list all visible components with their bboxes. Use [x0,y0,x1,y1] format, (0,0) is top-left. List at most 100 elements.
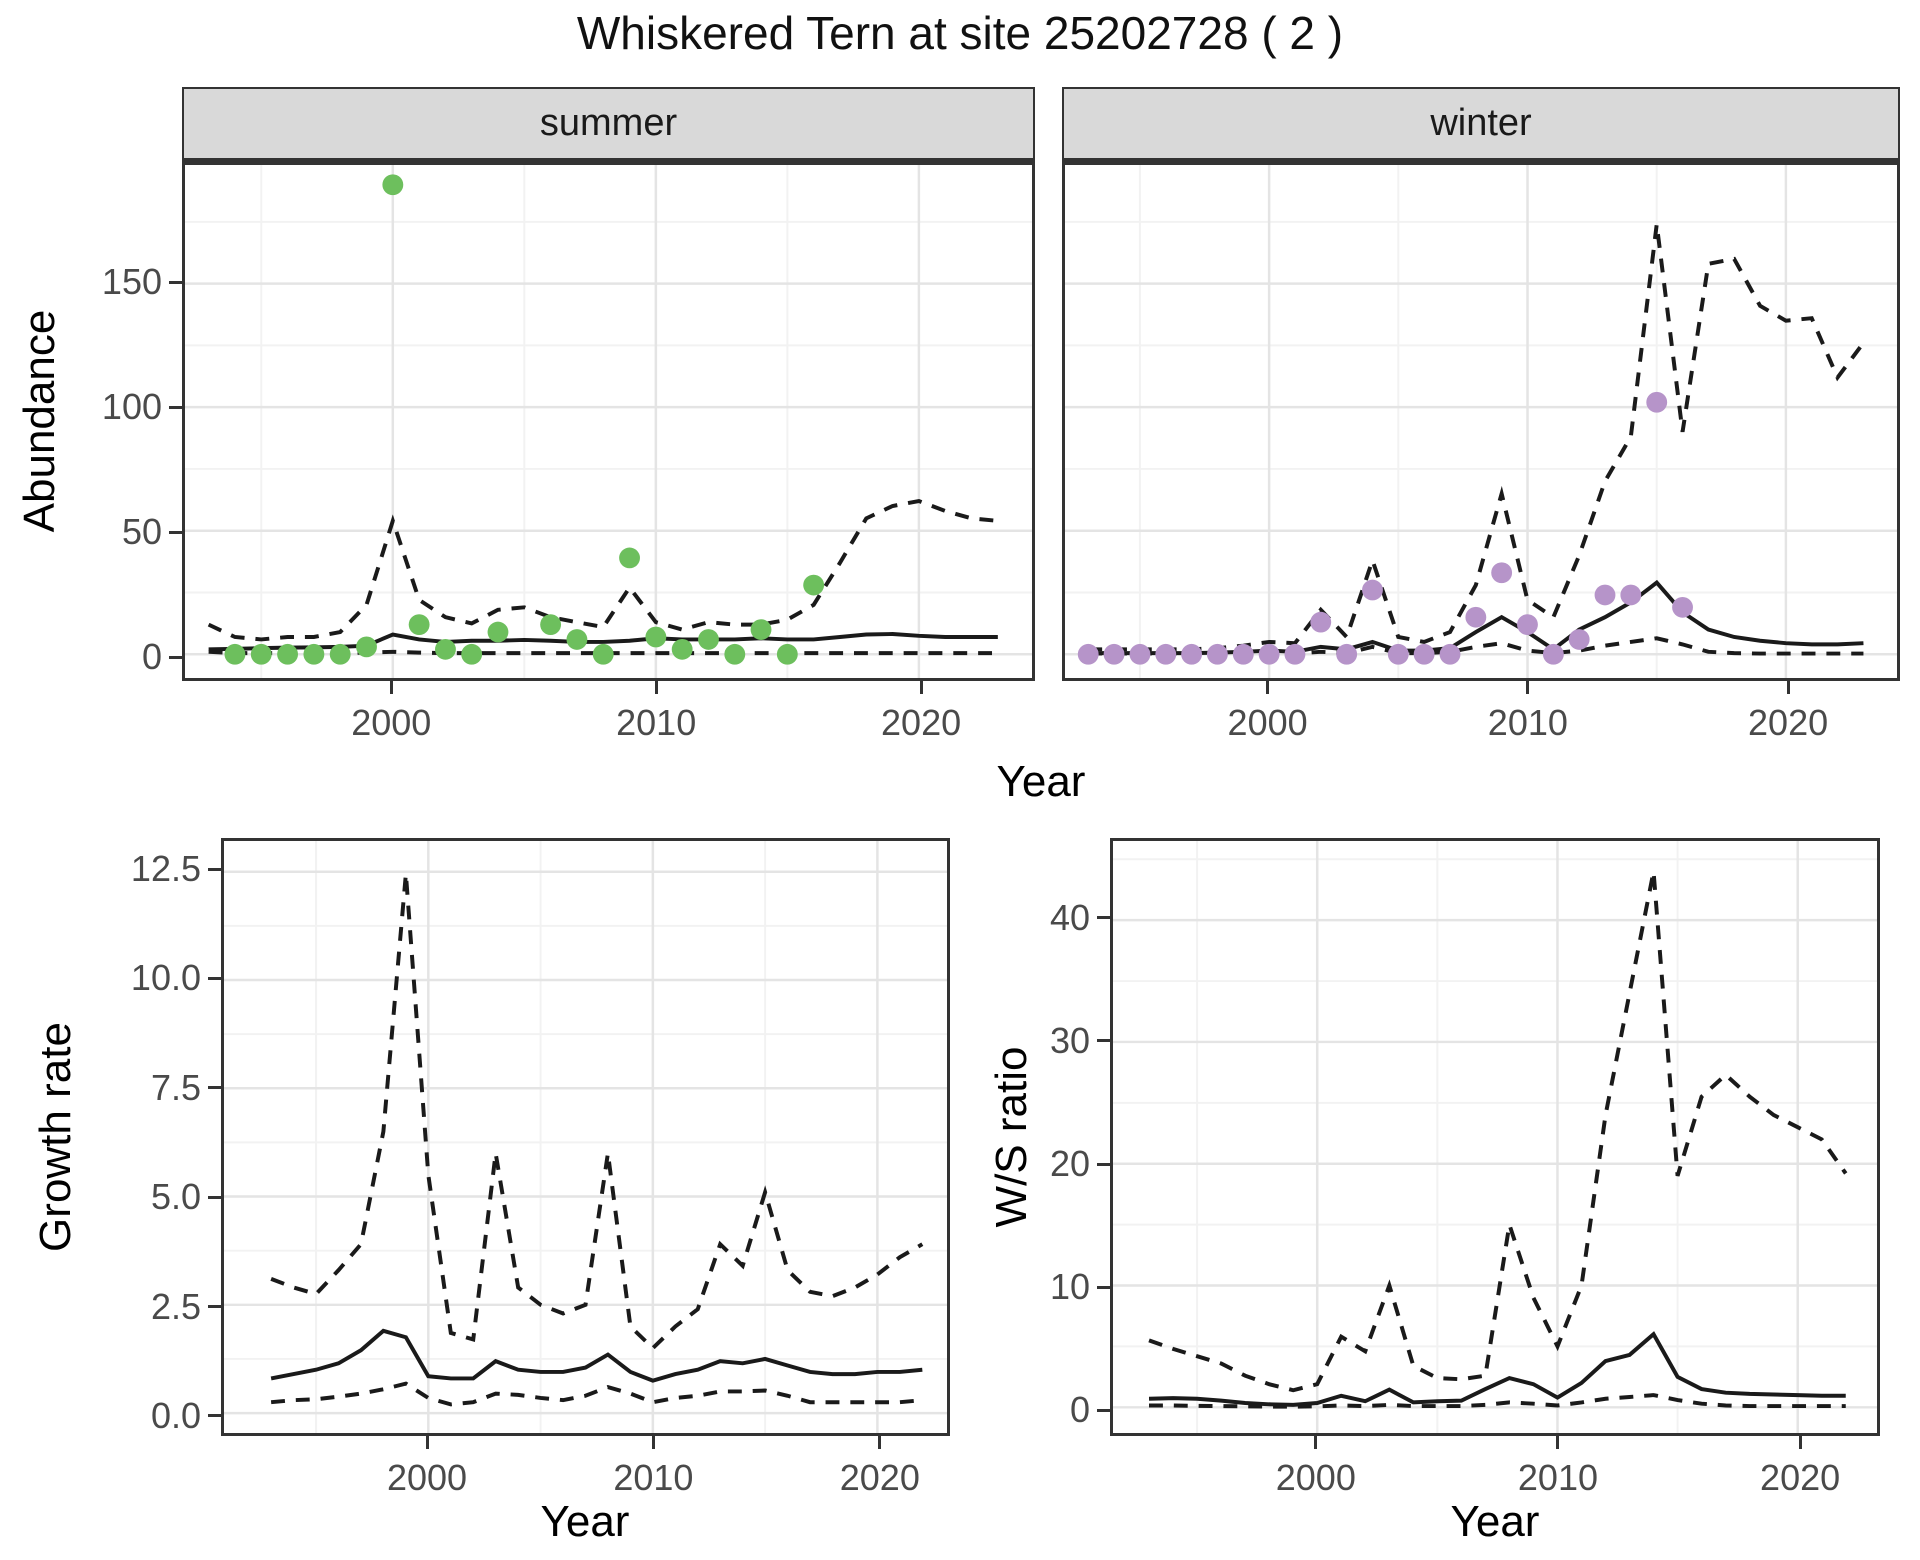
y-tick-label: 20 [1049,1143,1090,1184]
x-tick-label: 2000 [1275,1457,1356,1498]
x-tick-mark [425,1436,429,1449]
observation-point [1517,614,1538,636]
ci-dashed-line [1088,224,1866,652]
plot-canvas [185,165,1032,678]
observation-point [1155,643,1177,665]
y-tick-label: 10 [1049,1266,1090,1308]
y-tick-mark [208,1414,221,1418]
growth-rate-plot [221,838,950,1436]
observation-point [382,174,404,196]
observation-point [1206,643,1228,665]
x-tick-label: 2020 [839,1457,920,1498]
y-tick-label: 100 [101,386,162,427]
plot-canvas [1113,841,1877,1433]
abundance-axis-title: Abundance [15,309,64,533]
y-tick-mark [169,655,182,659]
ci-dashed-line [270,1381,923,1407]
x-tick-label: 2010 [613,1457,694,1498]
observation-point [1232,643,1254,665]
x-tick-label: 2020 [881,702,962,743]
x-tick-label: 2020 [1760,1457,1841,1498]
observation-point [1465,606,1487,628]
observation-point [1129,643,1151,665]
y-tick-mark [1097,916,1110,920]
y-tick-label: 0.0 [150,1394,201,1436]
observation-point [1362,579,1383,601]
mean-line [1148,1331,1846,1407]
x-tick-label: 2010 [616,702,697,743]
observation-point [1103,643,1125,665]
ci-dashed-line [270,873,924,1351]
chart-title: Whiskered Tern at site 25202728 ( 2 ) [576,7,1344,59]
observation-point [1387,643,1409,665]
ci-dashed-line [1148,871,1848,1393]
y-tick-mark [208,1305,221,1308]
y-tick-label: 40 [1049,896,1090,938]
observation-point [1336,643,1358,665]
x-tick-mark [1556,1436,1560,1449]
y-tick-label: 12.5 [130,848,201,890]
observation-point [461,643,483,665]
year-axis-title-ws: Year [1450,1497,1540,1546]
facet-strip-winter: winter [1062,87,1900,162]
observation-point [592,643,614,665]
observation-point [1568,629,1590,650]
observation-point [1258,643,1280,665]
observation-point [487,621,509,643]
observation-point [1077,643,1099,665]
facet-strip-summer-label: summer [539,102,678,144]
observation-point [1310,611,1332,633]
y-tick-label: 10.0 [130,957,201,999]
x-tick-label: 2010 [1517,1457,1598,1498]
x-tick-mark [1266,681,1270,694]
y-tick-mark [208,976,221,980]
observation-point [645,626,667,648]
y-tick-mark [169,405,182,409]
y-tick-mark [1097,1162,1110,1166]
summer-abundance-plot [182,162,1035,681]
x-tick-mark [878,1436,882,1449]
ci-dashed-line [1149,1393,1846,1409]
ws-ratio-axis-title: W/S ratio [987,1046,1036,1228]
observation-point [356,636,377,658]
observation-point [250,643,272,665]
year-axis-title-growth: Year [540,1497,630,1546]
x-tick-mark [1786,681,1790,694]
observation-point [1439,643,1461,665]
x-tick-mark [654,681,658,694]
y-tick-mark [208,867,221,871]
facet-strip-winter-label: winter [1430,102,1532,144]
facet-strip-summer: summer [182,87,1035,162]
growth-rate-axis-title: Growth rate [31,1022,80,1252]
y-tick-mark [208,1195,221,1199]
y-tick-label: 50 [121,511,162,552]
observation-point [698,629,719,650]
x-tick-mark [1526,681,1530,694]
y-tick-label: 30 [1049,1019,1090,1061]
y-tick-label: 0 [141,636,162,677]
y-tick-mark [169,530,182,534]
observation-point [435,638,456,660]
observation-point [724,643,746,665]
observation-point [408,614,430,636]
year-axis-title-top: Year [996,757,1086,806]
x-tick-label: 2000 [351,702,432,743]
observation-point [566,629,588,650]
plot-canvas [1065,165,1897,678]
y-tick-label: 2.5 [150,1285,201,1327]
observation-point [1491,562,1513,584]
observation-point [1646,391,1668,413]
x-tick-mark [389,681,393,694]
observation-point [1594,584,1616,606]
observation-point [776,643,798,665]
x-tick-label: 2020 [1748,702,1829,743]
observation-point [1181,643,1203,665]
observation-point [224,643,246,665]
y-tick-label: 5.0 [150,1176,201,1218]
observation-point [277,643,298,665]
y-tick-mark [169,280,182,284]
ci-dashed-line [207,499,999,642]
x-tick-label: 2000 [386,1457,468,1498]
x-tick-label: 2010 [1487,702,1568,743]
